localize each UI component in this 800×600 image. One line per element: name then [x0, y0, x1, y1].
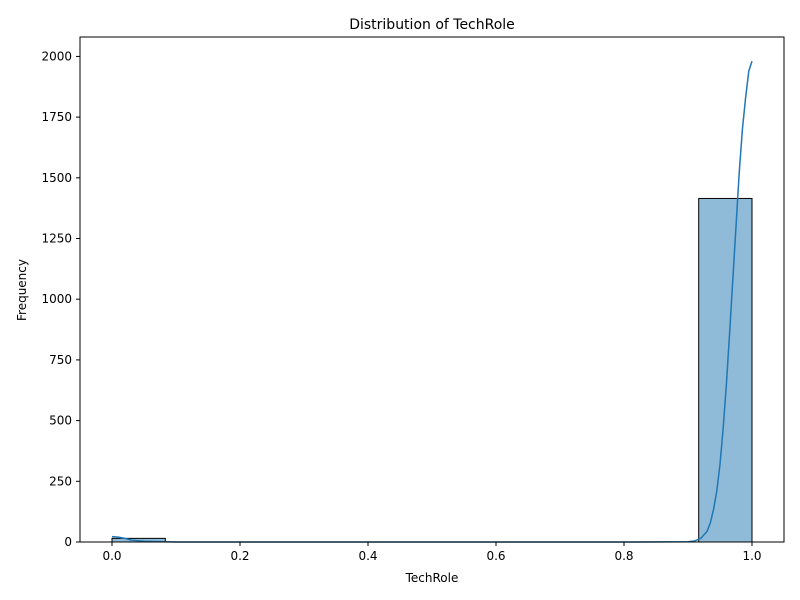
x-axis: 0.0 0.2 0.4 0.6 0.8 1.0 [102, 542, 762, 563]
y-tick-label: 1750 [41, 110, 72, 124]
y-tick-label: 750 [49, 353, 72, 367]
x-tick-label: 0.4 [358, 549, 377, 563]
chart-title: Distribution of TechRole [349, 17, 515, 33]
x-axis-label: TechRole [405, 571, 459, 585]
y-tick-label: 500 [49, 414, 72, 428]
y-axis: 0 250 500 750 1000 1250 1500 1750 2000 [41, 49, 80, 549]
histogram-bar [698, 197, 753, 543]
y-tick-label: 1500 [41, 171, 72, 185]
y-tick-label: 1000 [41, 292, 72, 306]
kde-curve [111, 61, 753, 543]
y-tick-label: 1250 [41, 232, 72, 246]
x-tick-label: 0.0 [102, 549, 121, 563]
y-axis-label: Frequency [15, 259, 29, 321]
kde-curve-group [111, 61, 753, 543]
x-tick-label: 0.6 [486, 549, 505, 563]
histogram-bars [111, 197, 753, 543]
x-tick-label: 0.8 [614, 549, 633, 563]
x-tick-label: 0.2 [230, 549, 249, 563]
x-tick-label: 1.0 [742, 549, 761, 563]
plot-frame [79, 36, 785, 543]
y-tick-label: 2000 [41, 49, 72, 63]
y-tick-label: 0 [64, 535, 72, 549]
y-tick-label: 250 [49, 474, 72, 488]
